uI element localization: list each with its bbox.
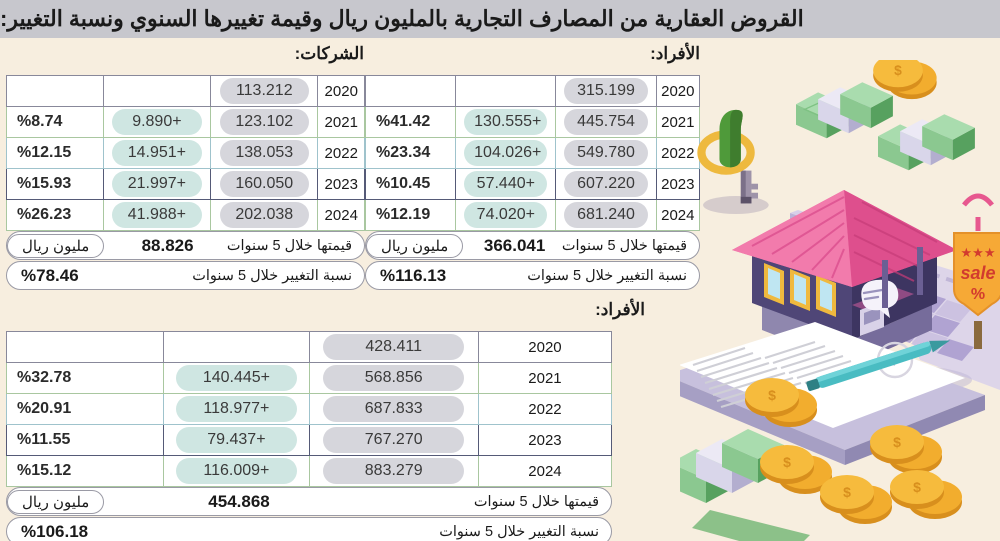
svg-text:$: $ — [843, 484, 851, 500]
svg-text:%: % — [971, 286, 985, 303]
svg-text:$: $ — [893, 434, 901, 450]
svg-text:★★★: ★★★ — [961, 245, 996, 260]
svg-text:sale: sale — [960, 263, 995, 283]
svg-text:$: $ — [783, 454, 791, 470]
svg-text:$: $ — [913, 479, 921, 495]
svg-text:$: $ — [768, 387, 776, 403]
svg-text:$: $ — [894, 63, 902, 78]
